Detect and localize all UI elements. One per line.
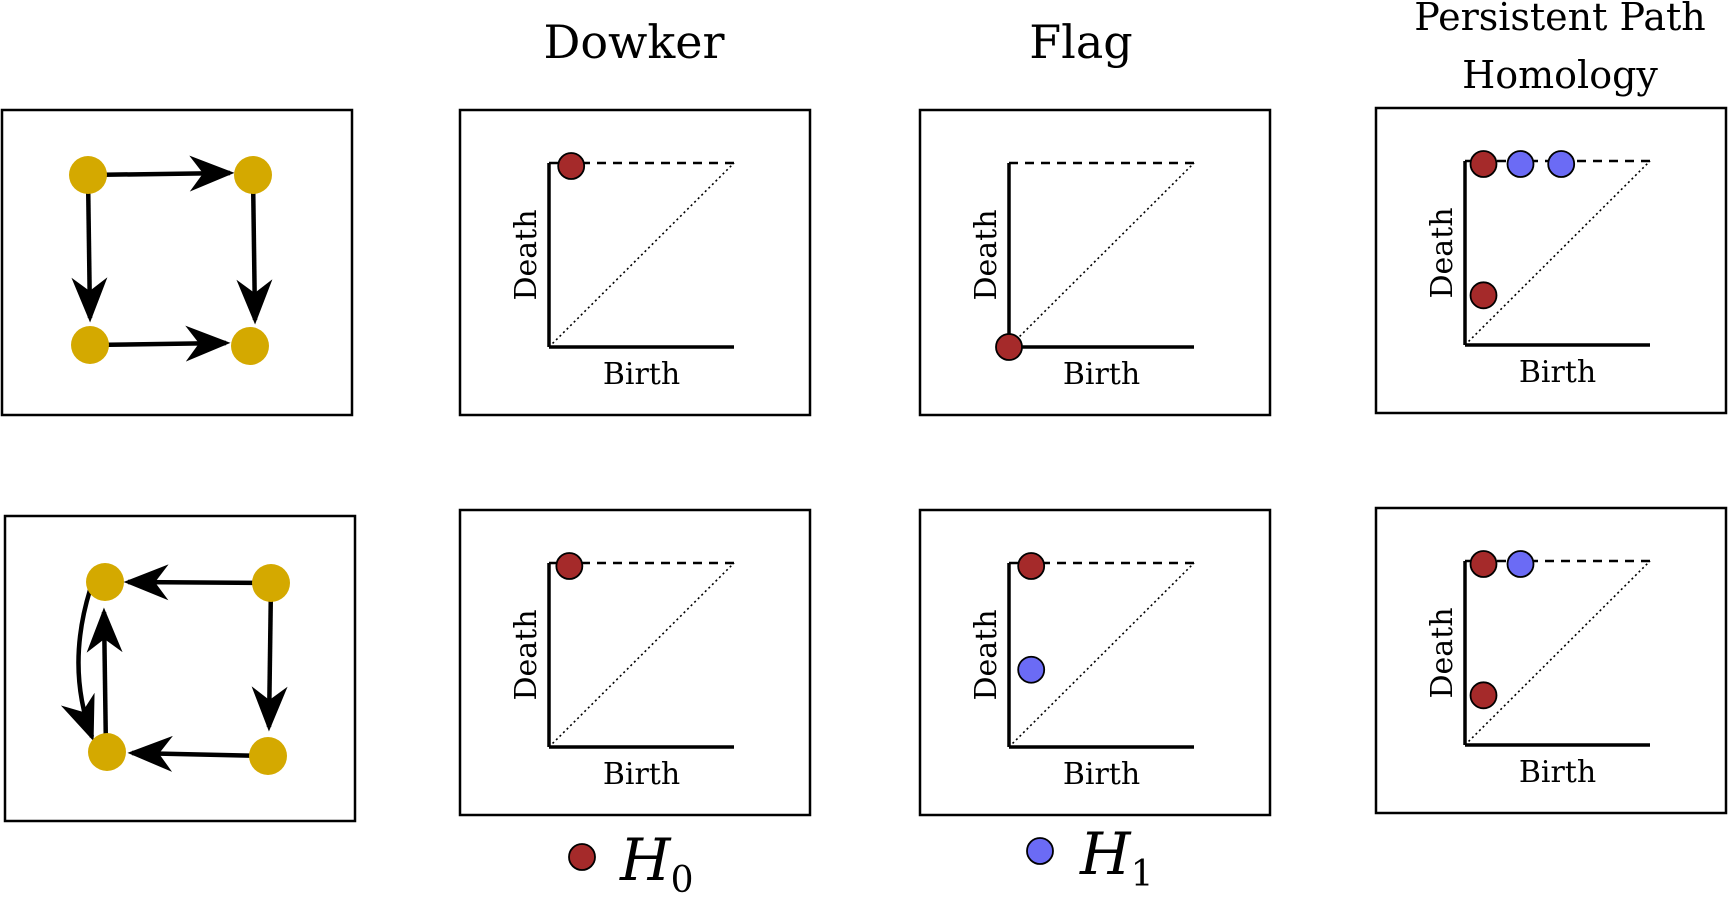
persistence-diagram-row2-dowker: Birth Death [458, 508, 812, 817]
point-h0 [1469, 150, 1498, 178]
y-axis-label: Death [1425, 607, 1460, 698]
persistence-diagram-row1-flag: Birth Death [918, 108, 1272, 417]
point-h1 [1506, 150, 1535, 178]
x-axis-label: Birth [603, 757, 680, 792]
diagram-box [458, 508, 812, 817]
graph-node [231, 327, 269, 365]
point-h0 [995, 333, 1023, 361]
edge [87, 155, 235, 192]
legend-label-h0: H0 [619, 826, 694, 901]
edge [71, 174, 108, 323]
y-axis-label: Death [1425, 207, 1460, 298]
point-h0 [1017, 552, 1046, 580]
y-axis-label: Death [969, 209, 1004, 300]
legend-marker-h0 [568, 843, 596, 871]
persistence-diagram-row1-persistent-path-homology: Birth Death [1374, 106, 1728, 415]
point-h1 [1547, 150, 1576, 178]
column-title-dowker: Dowker [543, 15, 724, 69]
persistence-diagram-row2-flag: Birth Death [918, 508, 1272, 817]
digraph-box [0, 108, 354, 417]
digraph-box [3, 514, 357, 823]
graph-node [69, 156, 107, 194]
graph-node [249, 737, 287, 775]
x-axis-label: Birth [1063, 357, 1140, 392]
legend-label-h1: H1 [1079, 820, 1154, 895]
digraph-row1 [0, 108, 354, 417]
edge [251, 582, 288, 732]
diagonal-line [1464, 160, 1651, 346]
diagram-box [1374, 506, 1728, 815]
graph-node [88, 733, 126, 771]
column-title-flag: Flag [1029, 15, 1133, 69]
x-axis-label: Birth [603, 357, 680, 392]
legend-marker-h1 [1026, 837, 1054, 865]
diagonal-line [1008, 562, 1195, 748]
point-h1 [1017, 655, 1046, 684]
point-h0 [555, 552, 584, 580]
diagram-box [918, 108, 1272, 417]
persistence-panels: Birth Death Birth Death Birth Death Birth Death… [458, 106, 1728, 817]
point-h0 [1469, 681, 1498, 710]
y-axis-label: Death [969, 609, 1004, 700]
diagonal-line [1464, 560, 1651, 746]
point-h0 [557, 152, 586, 180]
edge [123, 564, 272, 601]
edge [60, 589, 95, 742]
y-axis-label: Death [509, 209, 544, 300]
persistence-diagram-row1-dowker: Birth Death [458, 108, 812, 417]
point-h0 [1469, 281, 1498, 310]
edge [236, 174, 273, 325]
graph-node [234, 156, 272, 194]
x-axis-label: Birth [1519, 755, 1596, 790]
diagonal-line [1008, 162, 1195, 348]
diagram-box [1374, 106, 1728, 415]
x-axis-label: Birth [1063, 757, 1140, 792]
diagonal-line [548, 162, 735, 348]
legend: H0 H1 [568, 820, 1154, 901]
column-title-pph-line2: Homology [1462, 53, 1658, 97]
graph-node [252, 564, 290, 602]
persistence-diagram-row2-persistent-path-homology: Birth Death [1374, 506, 1728, 815]
graph-node [86, 563, 124, 601]
y-axis-label: Death [509, 609, 544, 700]
column-title-pph-line1: Persistent Path [1414, 0, 1706, 39]
x-axis-label: Birth [1519, 355, 1596, 390]
edge [127, 735, 269, 772]
diagram-box [918, 508, 1272, 817]
graph-node [71, 326, 109, 364]
point-h1 [1506, 550, 1535, 578]
edge [86, 607, 123, 753]
point-h0 [1469, 550, 1498, 578]
diagonal-line [548, 562, 735, 748]
diagram-box [458, 108, 812, 417]
digraph-row2 [3, 514, 357, 823]
edge [89, 325, 231, 362]
